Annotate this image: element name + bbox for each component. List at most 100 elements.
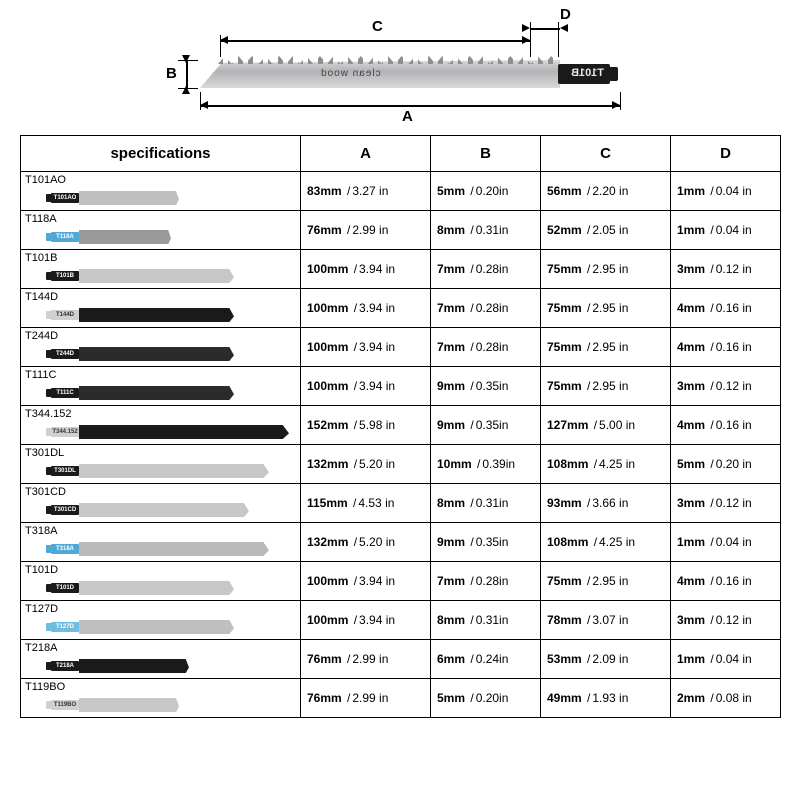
value-c: 108mm /4.25 in [541, 523, 671, 562]
header-b: B [431, 136, 541, 172]
table-row: T118AT118A76mm /2.99 in8mm /0.31in52mm /… [21, 211, 781, 250]
dim-label-b: B [166, 65, 177, 82]
value-d: 4mm /0.16 in [671, 289, 781, 328]
spec-cell: T101D T101D [21, 562, 301, 601]
table-row: T101B T101B 100mm /3.94 in7mm /0.28in75mm … [21, 250, 781, 289]
value-d: 3mm /0.12 in [671, 601, 781, 640]
value-a: 76mm /2.99 in [301, 211, 431, 250]
mini-blade-icon: T301DL [51, 463, 269, 479]
value-b: 7mm /0.28in [431, 562, 541, 601]
value-c: 75mm /2.95 in [541, 250, 671, 289]
value-c: 53mm /2.09 in [541, 640, 671, 679]
value-c: 108mm /4.25 in [541, 445, 671, 484]
blade-marking-text: clean wood [320, 68, 381, 79]
dimension-diagram: clean wood T101B A C D B [0, 0, 800, 135]
header-spec: specifications [21, 136, 301, 172]
value-d: 1mm /0.04 in [671, 640, 781, 679]
model-label: T218A [25, 642, 57, 654]
spec-cell: T127DT127D [21, 601, 301, 640]
spec-cell: T144DT144D [21, 289, 301, 328]
value-d: 5mm /0.20 in [671, 445, 781, 484]
value-c: 93mm /3.66 in [541, 484, 671, 523]
value-a: 100mm /3.94 in [301, 289, 431, 328]
value-a: 100mm /3.94 in [301, 601, 431, 640]
table-row: T119BOT119BO76mm /2.99 in5mm /0.20in49mm… [21, 679, 781, 718]
value-d: 1mm /0.04 in [671, 523, 781, 562]
value-a: 76mm /2.99 in [301, 679, 431, 718]
value-c: 78mm /3.07 in [541, 601, 671, 640]
value-b: 5mm /0.20in [431, 172, 541, 211]
value-b: 9mm /0.35in [431, 523, 541, 562]
spec-cell: T244DT244D [21, 328, 301, 367]
mini-blade-icon: T101B [51, 268, 234, 284]
value-b: 8mm /0.31in [431, 211, 541, 250]
model-label: T101B [25, 252, 57, 264]
model-label: T318A [25, 525, 57, 537]
value-d: 1mm /0.04 in [671, 172, 781, 211]
table-row: T344.152 T344.152 152mm /5.98 in9mm /0.35i… [21, 406, 781, 445]
value-d: 3mm /0.12 in [671, 367, 781, 406]
mini-blade-icon: T344.152 [51, 424, 289, 440]
value-d: 4mm /0.16 in [671, 328, 781, 367]
value-d: 4mm /0.16 in [671, 562, 781, 601]
mini-blade-icon: T127D [51, 619, 234, 635]
model-label: T301DL [25, 447, 64, 459]
value-b: 9mm /0.35in [431, 367, 541, 406]
value-a: 152mm /5.98 in [301, 406, 431, 445]
spec-cell: T111CT111C [21, 367, 301, 406]
value-c: 56mm /2.20 in [541, 172, 671, 211]
spec-cell: T101AOT101AO [21, 172, 301, 211]
value-a: 100mm /3.94 in [301, 562, 431, 601]
value-b: 9mm /0.35in [431, 406, 541, 445]
model-label: T301CD [25, 486, 66, 498]
value-d: 3mm /0.12 in [671, 250, 781, 289]
spec-cell: T119BOT119BO [21, 679, 301, 718]
header-a: A [301, 136, 431, 172]
table-row: T318AT318A132mm /5.20 in9mm /0.35in108mm… [21, 523, 781, 562]
value-c: 49mm /1.93 in [541, 679, 671, 718]
value-b: 10mm /0.39in [431, 445, 541, 484]
table-header-row: specifications A B C D [21, 136, 781, 172]
value-a: 83mm /3.27 in [301, 172, 431, 211]
spec-cell: T301DL T301DL [21, 445, 301, 484]
value-b: 5mm /0.20in [431, 679, 541, 718]
blade-model-label: T101B [571, 67, 604, 79]
table-row: T144DT144D100mm /3.94 in7mm /0.28in75mm … [21, 289, 781, 328]
value-c: 52mm /2.05 in [541, 211, 671, 250]
diagram-blade: clean wood T101B [200, 60, 610, 90]
spec-cell: T101B T101B [21, 250, 301, 289]
table-row: T301DLT301DL132mm /5.20 in10mm /0.39in10… [21, 445, 781, 484]
value-a: 115mm /4.53 in [301, 484, 431, 523]
value-d: 2mm /0.08 in [671, 679, 781, 718]
model-label: T344.152 [25, 408, 71, 420]
value-b: 7mm /0.28in [431, 328, 541, 367]
value-a: 76mm /2.99 in [301, 640, 431, 679]
value-c: 127mm /5.00 in [541, 406, 671, 445]
spec-cell: T118AT118A [21, 211, 301, 250]
table-row: T127DT127D100mm /3.94 in8mm /0.31in78mm … [21, 601, 781, 640]
spec-cell: T318AT318A [21, 523, 301, 562]
value-c: 75mm /2.95 in [541, 562, 671, 601]
mini-blade-icon: T144D [51, 307, 234, 323]
table-row: T101AOT101AO83mm /3.27 in5mm /0.20in56mm… [21, 172, 781, 211]
value-a: 100mm /3.94 in [301, 250, 431, 289]
table-row: T111CT111C100mm /3.94 in9mm /0.35in75mm … [21, 367, 781, 406]
value-c: 75mm /2.95 in [541, 367, 671, 406]
spec-cell: T218AT218A [21, 640, 301, 679]
value-b: 7mm /0.28in [431, 250, 541, 289]
table-row: T101D T101D 100mm /3.94 in7mm /0.28in75mm … [21, 562, 781, 601]
model-label: T101D [25, 564, 58, 576]
model-label: T118A [25, 213, 57, 225]
value-b: 6mm /0.24in [431, 640, 541, 679]
mini-blade-icon: T101D [51, 580, 234, 596]
header-d: D [671, 136, 781, 172]
value-a: 132mm /5.20 in [301, 523, 431, 562]
mini-blade-icon: T119BO [51, 697, 179, 713]
dim-label-d: D [560, 6, 571, 23]
value-a: 100mm /3.94 in [301, 367, 431, 406]
spec-cell: T301CDT301CD [21, 484, 301, 523]
value-c: 75mm /2.95 in [541, 289, 671, 328]
value-b: 8mm /0.31in [431, 484, 541, 523]
header-c: C [541, 136, 671, 172]
value-b: 8mm /0.31in [431, 601, 541, 640]
